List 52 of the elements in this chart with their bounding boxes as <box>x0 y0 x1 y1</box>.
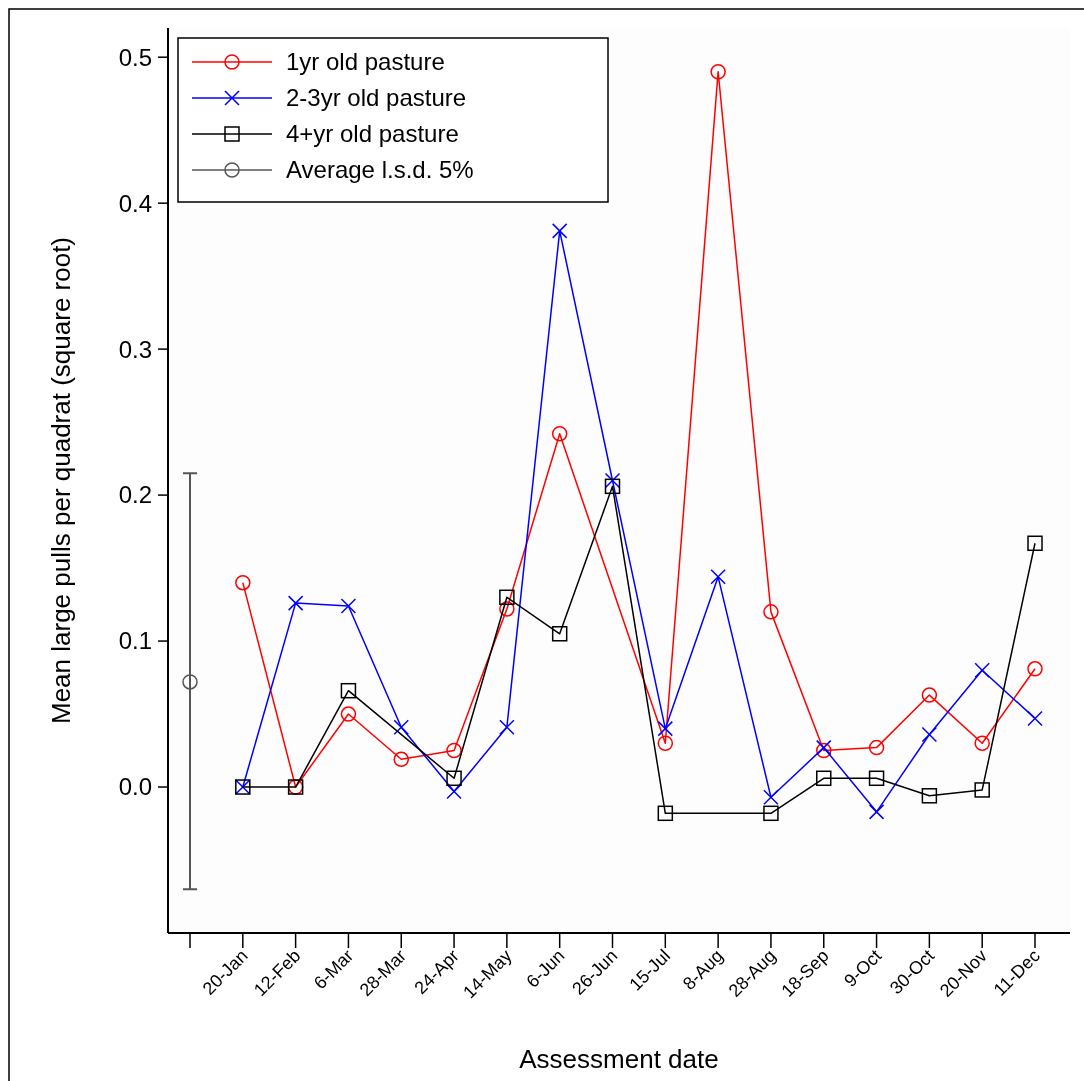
y-tick-label: 0.2 <box>118 481 152 509</box>
point <box>710 64 726 80</box>
y-tick-label: 0.3 <box>118 335 152 363</box>
point <box>287 595 304 611</box>
x-axis-title: Assessment date <box>519 1044 719 1074</box>
point <box>921 726 938 743</box>
point <box>393 751 409 768</box>
point <box>446 783 462 800</box>
legend-label: Average l.s.d. 5% <box>286 156 474 184</box>
legend-label: 4+yr old pasture <box>286 120 459 148</box>
point <box>974 662 990 679</box>
point <box>604 478 621 495</box>
point <box>393 719 409 735</box>
y-tick-label: 0.1 <box>118 627 152 655</box>
y-tick-label: 0.4 <box>118 189 152 217</box>
point <box>868 770 885 787</box>
y-tick-label: 0.0 <box>118 773 152 801</box>
point <box>710 569 726 585</box>
point <box>499 601 515 617</box>
point <box>921 687 938 703</box>
y-tick-label: 0.5 <box>118 43 152 71</box>
point <box>657 805 674 822</box>
point <box>763 805 779 822</box>
point <box>499 589 515 606</box>
point <box>551 223 568 239</box>
point <box>446 742 462 759</box>
point <box>657 720 674 737</box>
point <box>604 472 621 489</box>
point <box>340 682 357 699</box>
point <box>763 604 779 620</box>
point <box>446 770 462 787</box>
point <box>1027 535 1043 552</box>
point <box>551 426 568 442</box>
point <box>340 706 357 722</box>
point <box>1027 710 1043 727</box>
y-axis-title: Mean large pulls per quadrat (square root) <box>46 236 76 725</box>
point <box>816 770 832 787</box>
point <box>763 789 779 805</box>
legend-label: 2-3yr old pasture <box>286 84 467 112</box>
point <box>340 598 357 614</box>
point <box>868 804 885 820</box>
point <box>1027 661 1043 677</box>
point <box>499 719 515 735</box>
point <box>868 739 885 756</box>
point <box>974 735 990 751</box>
point <box>551 626 568 642</box>
point <box>657 735 674 751</box>
point <box>974 782 990 798</box>
point <box>921 788 938 804</box>
point <box>235 574 251 591</box>
point <box>182 674 198 690</box>
legend-label: 1yr old pasture <box>286 48 445 76</box>
